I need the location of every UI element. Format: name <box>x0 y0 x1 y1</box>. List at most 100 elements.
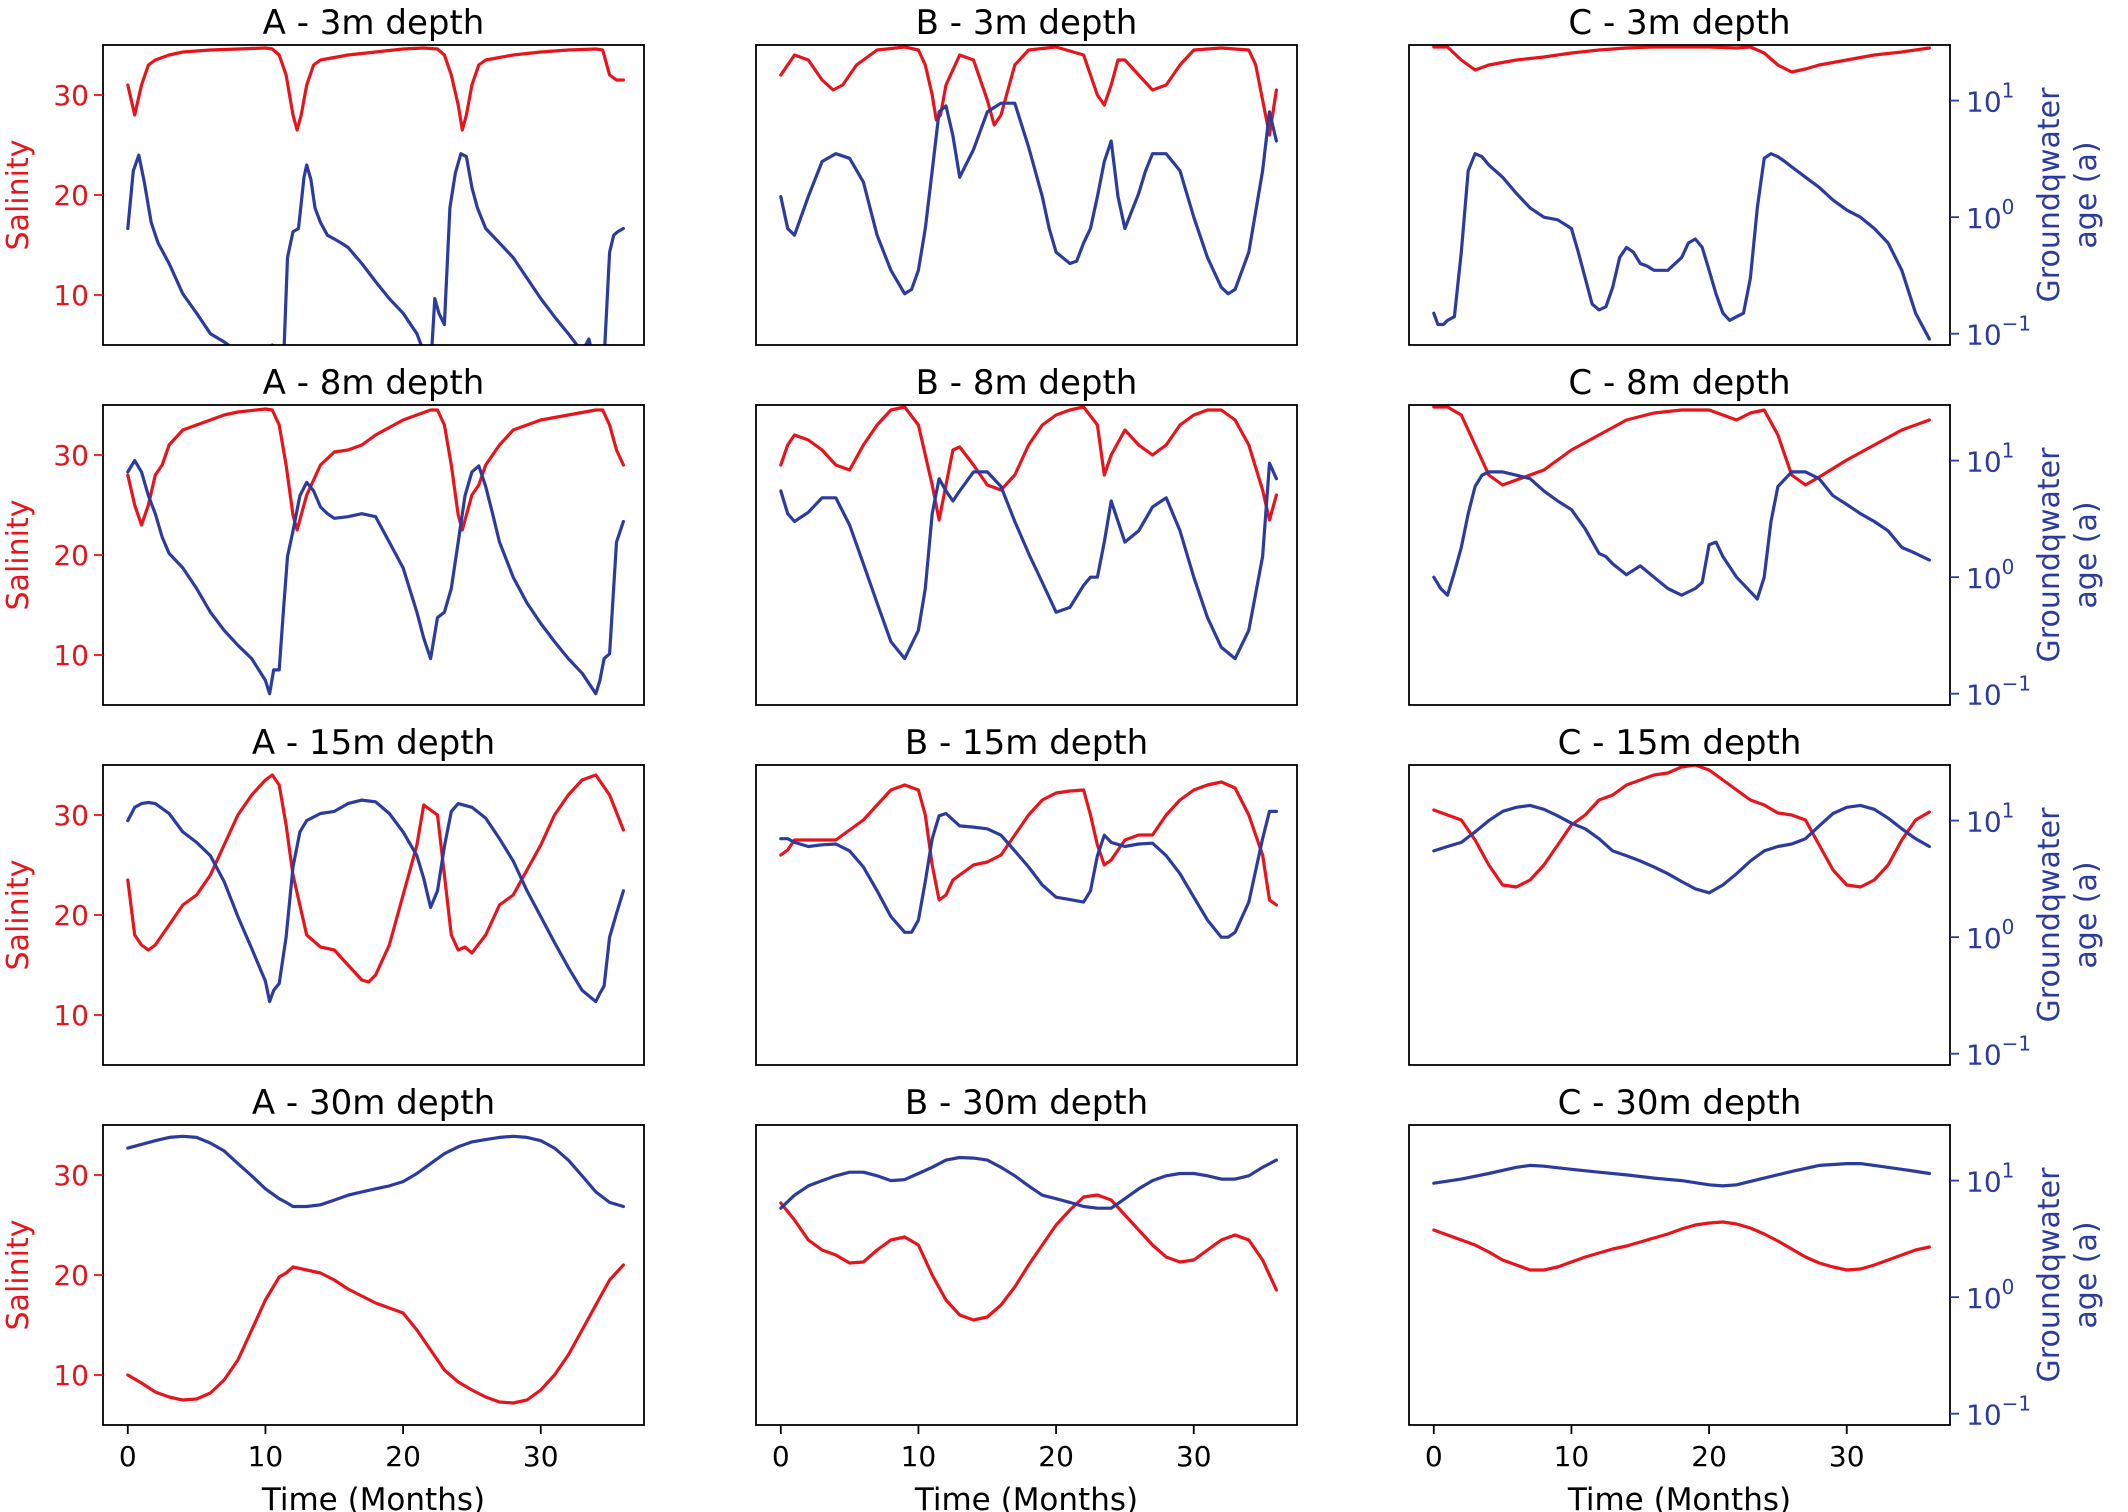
panel-0-2-right-axis-label-2: age (a) <box>2069 141 2104 248</box>
panel-0-2-y2tick-exponent-1: 0 <box>2002 195 2015 219</box>
panel-3-1-x-axis-label: Time (Months) <box>914 1482 1138 1512</box>
panel-3-2-age-line <box>1432 1161 1932 1188</box>
panel-2-2-y2tick-label-0: 10−1 <box>1966 1032 2031 1072</box>
panel-3-0-x-axis-label: Time (Months) <box>261 1482 485 1512</box>
panel-2-2-y2tick-exponent-0: −1 <box>2002 1032 2031 1056</box>
panel-3-1-frame <box>755 1124 1298 1426</box>
panel-1-2-y2tick-exponent-2: 1 <box>2002 439 2015 463</box>
panel-2-0-age-line <box>126 798 626 1004</box>
panel-0-0-salinity-line <box>126 46 626 132</box>
panel-2-2-frame <box>1408 764 1951 1066</box>
panel-0-1-title: B - 3m depth <box>916 3 1138 43</box>
panel-0-0-left-axis-label: Salinity <box>1 140 36 251</box>
panel-3-0-ytick-label-30: 30 <box>53 1159 89 1192</box>
panel-3-0-age-line <box>126 1134 626 1209</box>
panel-3-2-y2tick-label-2: 101 <box>1966 1159 2014 1199</box>
panel-3-0-ytick-label-10: 10 <box>53 1359 89 1392</box>
panel-3-1-xtick-label-0: 0 <box>772 1440 790 1473</box>
panel-3-2-right-axis-label-1: Groundqwater <box>2032 1167 2067 1383</box>
panel-3-2-y2tick-exponent-2: 1 <box>2002 1159 2015 1183</box>
panel-1-2-y2tick-label-2: 101 <box>1966 439 2014 479</box>
panel-3-2-title: C - 30m depth <box>1558 1083 1802 1123</box>
panel-2-2-title: C - 15m depth <box>1558 723 1802 763</box>
panel-0-0-title: A - 3m depth <box>263 3 485 43</box>
panel-3-0-xtick-label-10: 10 <box>248 1440 284 1473</box>
panel-3-2-xtick-label-20: 20 <box>1691 1440 1727 1473</box>
panel-0-0-age-line <box>126 152 626 345</box>
panel-3-2-xtick-label-30: 30 <box>1829 1440 1865 1473</box>
panel-0-1-salinity-line <box>779 45 1279 137</box>
panel-2-1-frame <box>755 764 1298 1066</box>
panel-1-2-frame <box>1408 404 1951 706</box>
panel-1-1-frame <box>755 404 1298 706</box>
panel-2-2-salinity-line <box>1432 765 1932 889</box>
panel-3-0-xtick-label-20: 20 <box>385 1440 421 1473</box>
panel-3-0-frame <box>102 1124 645 1426</box>
panel-1-0-left-axis-label: Salinity <box>1 500 36 611</box>
panel-0-2-frame <box>1408 44 1951 346</box>
panel-2-1-salinity-line <box>779 780 1279 907</box>
panel-3-0-title: A - 30m depth <box>252 1083 495 1123</box>
panel-3-1-title: B - 30m depth <box>905 1083 1148 1123</box>
panel-3-2-right-axis-label-2: age (a) <box>2069 1221 2104 1328</box>
panel-2-0-frame <box>102 764 645 1066</box>
panel-2-2-age-line <box>1432 803 1932 895</box>
panel-2-0-ytick-label-20: 20 <box>53 899 89 932</box>
panel-0-2-title: C - 3m depth <box>1568 3 1790 43</box>
panel-1-2-age-line <box>1432 470 1932 601</box>
panel-1-1-title: B - 8m depth <box>916 363 1138 403</box>
panel-1-0-frame <box>102 404 645 706</box>
panel-1-2-y2tick-exponent-1: 0 <box>2002 555 2015 579</box>
panel-2-0-left-axis-label: Salinity <box>1 860 36 971</box>
panel-2-0-ytick-label-10: 10 <box>53 999 89 1032</box>
panel-0-2-y2tick-exponent-2: 1 <box>2002 79 2015 103</box>
panel-0-2-y2tick-label-1: 100 <box>1966 195 2014 235</box>
panel-3-2-y2tick-exponent-1: 0 <box>2002 1275 2015 1299</box>
panel-1-1-age-line <box>779 461 1279 661</box>
panel-3-1-salinity-line <box>779 1193 1279 1322</box>
panel-2-0-title: A - 15m depth <box>252 723 495 763</box>
panel-3-0-left-axis-label: Salinity <box>1 1220 36 1331</box>
panel-1-1-salinity-line <box>779 405 1279 522</box>
panel-3-2-y2tick-label-0: 10−1 <box>1966 1392 2031 1432</box>
panel-3-0-ytick-label-20: 20 <box>53 1259 89 1292</box>
panel-3-2-xtick-label-10: 10 <box>1554 1440 1590 1473</box>
panel-2-2-y2tick-label-1: 100 <box>1966 915 2014 955</box>
panel-3-1-xtick-label-30: 30 <box>1176 1440 1212 1473</box>
panel-1-0-salinity-line <box>126 407 626 532</box>
panel-3-0-xtick-label-30: 30 <box>523 1440 559 1473</box>
panel-2-2-y2tick-exponent-2: 1 <box>2002 799 2015 823</box>
panel-0-2-right-axis-label-1: Groundqwater <box>2032 87 2067 303</box>
panel-3-2-frame <box>1408 1124 1951 1426</box>
panel-2-2-right-axis-label-2: age (a) <box>2069 861 2104 968</box>
panel-2-2-y2tick-label-2: 101 <box>1966 799 2014 839</box>
panel-0-0-frame <box>102 44 645 346</box>
panel-3-1-age-line <box>779 1155 1279 1210</box>
panel-1-0-age-line <box>126 459 626 696</box>
panel-2-0-salinity-line <box>126 773 626 984</box>
panel-0-0-ytick-label-10: 10 <box>53 279 89 312</box>
panel-3-2-y2tick-label-1: 100 <box>1966 1275 2014 1315</box>
panel-2-0-ytick-label-30: 30 <box>53 799 89 832</box>
panel-1-2-right-axis-label-2: age (a) <box>2069 501 2104 608</box>
panel-0-1-frame <box>755 44 1298 346</box>
panel-3-1-xtick-label-10: 10 <box>901 1440 937 1473</box>
panel-2-1-age-line <box>779 809 1279 939</box>
panel-1-0-ytick-label-20: 20 <box>53 539 89 572</box>
panel-3-0-salinity-line <box>126 1263 626 1405</box>
panel-0-0-ytick-label-30: 30 <box>53 79 89 112</box>
panel-1-2-right-axis-label-1: Groundqwater <box>2032 447 2067 663</box>
panel-0-1-age-line <box>779 101 1279 296</box>
panel-0-0-ytick-label-20: 20 <box>53 179 89 212</box>
panel-0-2-y2tick-label-2: 101 <box>1966 79 2014 119</box>
panel-2-2-y2tick-exponent-1: 0 <box>2002 915 2015 939</box>
panel-3-2-y2tick-exponent-0: −1 <box>2002 1392 2031 1416</box>
panel-0-2-y2tick-label-0: 10−1 <box>1966 312 2031 352</box>
panel-3-1-xtick-label-20: 20 <box>1038 1440 1074 1473</box>
panel-2-2-right-axis-label-1: Groundqwater <box>2032 807 2067 1023</box>
panel-0-2-salinity-line <box>1432 45 1932 74</box>
panel-1-2-y2tick-label-0: 10−1 <box>1966 672 2031 712</box>
panel-0-2-age-line <box>1432 152 1932 341</box>
panel-0-2-y2tick-exponent-0: −1 <box>2002 312 2031 336</box>
